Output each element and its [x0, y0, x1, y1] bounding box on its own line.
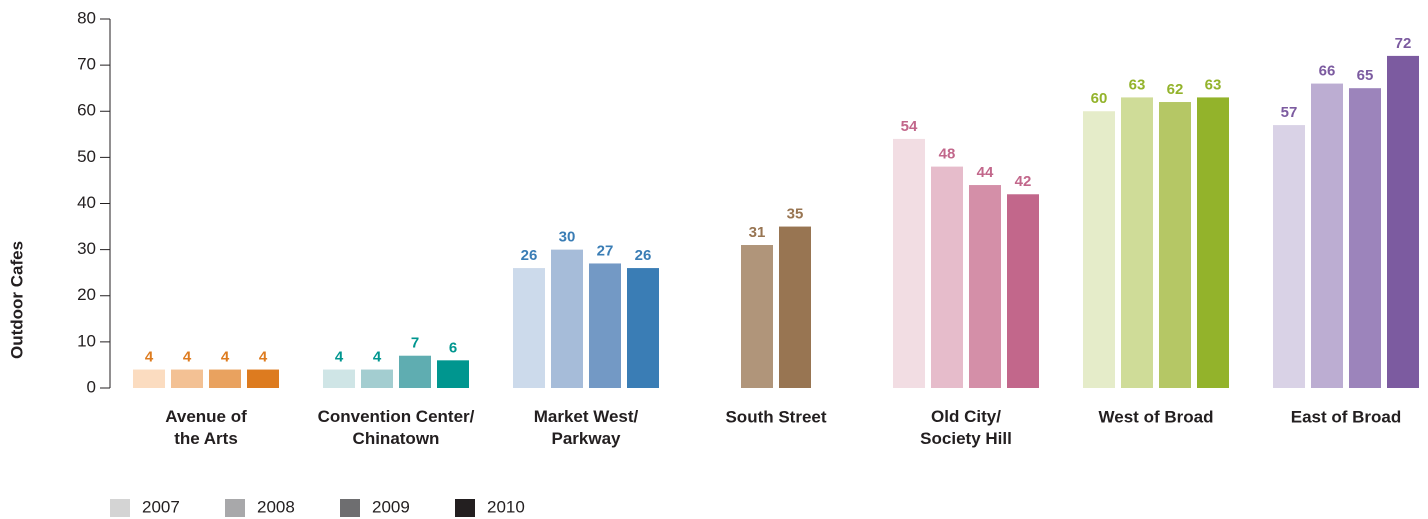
value-label: 4 — [183, 349, 192, 366]
bar — [779, 226, 811, 388]
value-label: 54 — [901, 118, 918, 135]
x-tick-label: Market West/Parkway — [534, 407, 639, 448]
value-label: 7 — [411, 335, 419, 352]
value-label: 42 — [1015, 173, 1032, 190]
value-label: 4 — [221, 349, 230, 366]
bar — [247, 369, 279, 388]
x-tick-label: Convention Center/Chinatown — [318, 407, 475, 448]
value-label: 26 — [521, 247, 538, 264]
bar — [399, 355, 431, 388]
y-tick-label: 30 — [77, 239, 96, 258]
legend-swatch — [340, 499, 360, 517]
bar — [1159, 102, 1191, 389]
y-tick-label: 20 — [77, 285, 96, 304]
value-label: 72 — [1395, 35, 1412, 52]
value-label: 35 — [787, 206, 804, 223]
y-tick-label: 50 — [77, 147, 96, 166]
bar — [627, 268, 659, 388]
legend-label: 2007 — [142, 497, 180, 516]
legend-swatch — [455, 499, 475, 517]
y-tick-label: 40 — [77, 193, 96, 212]
bar — [1311, 83, 1343, 388]
value-label: 63 — [1205, 76, 1222, 93]
bar — [513, 268, 545, 388]
value-label: 44 — [977, 164, 994, 181]
bar — [589, 263, 621, 388]
legend-swatch — [225, 499, 245, 517]
bar — [1197, 97, 1229, 388]
value-label: 26 — [635, 247, 652, 264]
bar — [969, 185, 1001, 388]
bar — [1273, 125, 1305, 389]
bar — [323, 369, 355, 388]
y-tick-label: 60 — [77, 101, 96, 120]
x-tick-label: South Street — [725, 407, 826, 426]
bar — [551, 249, 583, 388]
y-tick-label: 0 — [87, 377, 96, 396]
x-tick-label: West of Broad — [1099, 407, 1214, 426]
value-label: 4 — [259, 349, 268, 366]
bar — [1387, 55, 1419, 389]
value-label: 63 — [1129, 76, 1146, 93]
value-label: 65 — [1357, 67, 1374, 84]
value-label: 60 — [1091, 90, 1108, 107]
bar — [1083, 111, 1115, 388]
value-label: 62 — [1167, 81, 1184, 98]
bar — [133, 369, 165, 388]
legend-label: 2009 — [372, 497, 410, 516]
value-label: 48 — [939, 146, 956, 163]
y-axis-label: Outdoor Cafes — [7, 241, 26, 359]
legend-label: 2008 — [257, 497, 295, 516]
y-tick-label: 10 — [77, 331, 96, 350]
legend-swatch — [110, 499, 130, 517]
bar — [209, 369, 241, 388]
bar — [893, 138, 925, 388]
x-tick-label: East of Broad — [1291, 407, 1402, 426]
bar — [1121, 97, 1153, 388]
value-label: 4 — [145, 349, 154, 366]
bar — [171, 369, 203, 388]
value-label: 27 — [597, 242, 614, 259]
value-label: 66 — [1319, 63, 1336, 80]
bar — [437, 360, 469, 388]
bar — [1349, 88, 1381, 388]
x-tick-label: Avenue of the Arts — [165, 407, 247, 448]
bar — [931, 166, 963, 388]
y-tick-label: 70 — [77, 55, 96, 74]
value-label: 4 — [373, 349, 382, 366]
bar — [361, 369, 393, 388]
value-label: 57 — [1281, 104, 1298, 121]
bar — [1007, 194, 1039, 388]
value-label: 31 — [749, 224, 766, 241]
value-label: 4 — [335, 349, 344, 366]
y-tick-label: 80 — [77, 8, 96, 27]
value-label: 6 — [449, 339, 457, 356]
value-label: 30 — [559, 229, 576, 246]
bar — [741, 245, 773, 388]
x-tick-label: Old City/Society Hill — [920, 407, 1012, 448]
legend-label: 2010 — [487, 497, 525, 516]
